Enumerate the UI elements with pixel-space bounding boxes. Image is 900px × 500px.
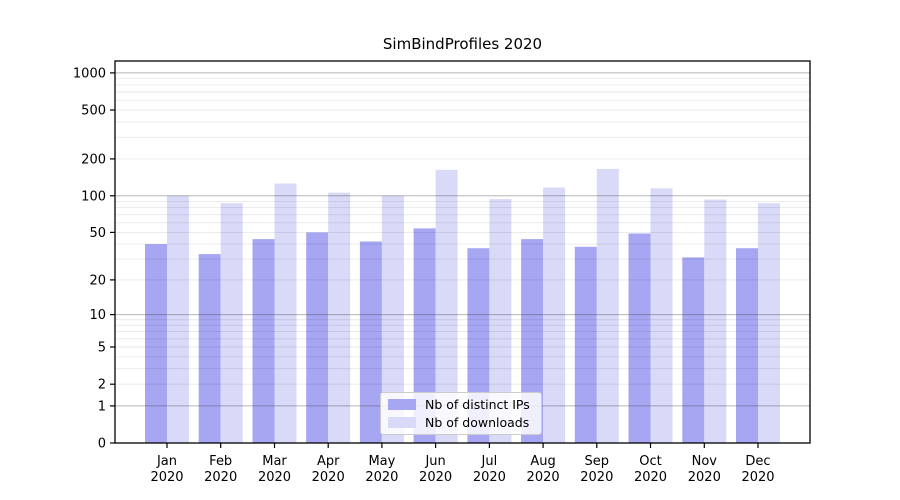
y-tick-label: 5 bbox=[98, 341, 106, 356]
bar-downloads bbox=[650, 188, 673, 443]
x-tick-label-month: Nov bbox=[692, 454, 718, 469]
bar-distinct-ips bbox=[736, 248, 758, 443]
x-tick-label-year: 2020 bbox=[150, 470, 183, 485]
bar-distinct-ips bbox=[306, 232, 329, 443]
x-tick-label-month: Dec bbox=[745, 454, 770, 469]
x-tick-label-month: Feb bbox=[209, 454, 232, 469]
bar-distinct-ips bbox=[413, 228, 436, 443]
bar-downloads bbox=[489, 199, 512, 443]
y-tick-label: 1 bbox=[98, 399, 106, 414]
x-tick-label-month: Aug bbox=[530, 454, 555, 469]
legend-item-distinct-ips: Nb of distinct IPs bbox=[388, 396, 537, 414]
x-tick-label-month: Jul bbox=[481, 454, 498, 469]
x-tick-label-year: 2020 bbox=[365, 470, 398, 485]
bar-downloads bbox=[435, 169, 458, 444]
x-tick-label-year: 2020 bbox=[312, 470, 345, 485]
legend-item-downloads: Nb of downloads bbox=[388, 414, 537, 432]
y-tick-label: 10 bbox=[89, 308, 106, 323]
y-tick-label: 500 bbox=[81, 104, 106, 119]
x-tick-label-month: Apr bbox=[317, 454, 340, 469]
y-tick-label: 100 bbox=[81, 189, 106, 204]
x-tick-label-year: 2020 bbox=[204, 470, 237, 485]
legend-label-downloads: Nb of downloads bbox=[425, 414, 530, 430]
bar-downloads bbox=[220, 203, 243, 443]
bar-distinct-ips bbox=[359, 241, 382, 443]
x-tick-label-month: Oct bbox=[639, 454, 661, 469]
bar-downloads bbox=[543, 187, 566, 443]
x-tick-label-year: 2020 bbox=[527, 470, 560, 485]
chart-title: SimBindProfiles 2020 bbox=[382, 35, 543, 53]
bar-downloads bbox=[274, 183, 297, 443]
x-tick-label-year: 2020 bbox=[580, 470, 613, 485]
x-tick-label-month: May bbox=[368, 454, 395, 469]
x-tick-label-year: 2020 bbox=[741, 470, 774, 485]
legend-swatch-distinct-ips bbox=[388, 399, 416, 411]
bar-distinct-ips bbox=[574, 246, 597, 443]
bar-distinct-ips bbox=[198, 254, 221, 443]
x-tick-label-year: 2020 bbox=[419, 470, 452, 485]
x-tick-label-month: Jan bbox=[156, 454, 177, 469]
bar-distinct-ips bbox=[252, 239, 275, 443]
bar-distinct-ips bbox=[145, 244, 167, 443]
y-tick-label: 20 bbox=[89, 273, 106, 288]
bar-distinct-ips bbox=[682, 257, 705, 443]
legend-label-distinct-ips: Nb of distinct IPs bbox=[425, 397, 530, 413]
bar-distinct-ips bbox=[628, 233, 651, 443]
x-tick-label-month: Sep bbox=[585, 454, 610, 469]
bar-downloads bbox=[596, 168, 619, 443]
plot-border bbox=[114, 60, 811, 444]
bar-downloads bbox=[758, 203, 780, 443]
x-tick-label-year: 2020 bbox=[688, 470, 721, 485]
y-tick-label: 2 bbox=[98, 378, 106, 393]
bar-downloads bbox=[328, 192, 351, 443]
y-tick-label: 1000 bbox=[73, 66, 106, 81]
legend: Nb of distinct IPs Nb of downloads bbox=[380, 392, 542, 435]
bar-downloads bbox=[381, 195, 404, 443]
x-tick-label-month: Mar bbox=[262, 454, 287, 469]
x-tick-label-month: Jun bbox=[424, 454, 445, 469]
legend-swatch-downloads bbox=[388, 416, 416, 428]
x-tick-label-year: 2020 bbox=[258, 470, 291, 485]
x-tick-label-year: 2020 bbox=[634, 470, 667, 485]
y-tick-label: 50 bbox=[89, 226, 106, 241]
y-tick-label: 0 bbox=[98, 437, 106, 452]
bar-downloads bbox=[704, 199, 727, 443]
bar-downloads bbox=[167, 195, 189, 443]
x-tick-label-year: 2020 bbox=[473, 470, 506, 485]
y-tick-label: 200 bbox=[81, 152, 106, 167]
